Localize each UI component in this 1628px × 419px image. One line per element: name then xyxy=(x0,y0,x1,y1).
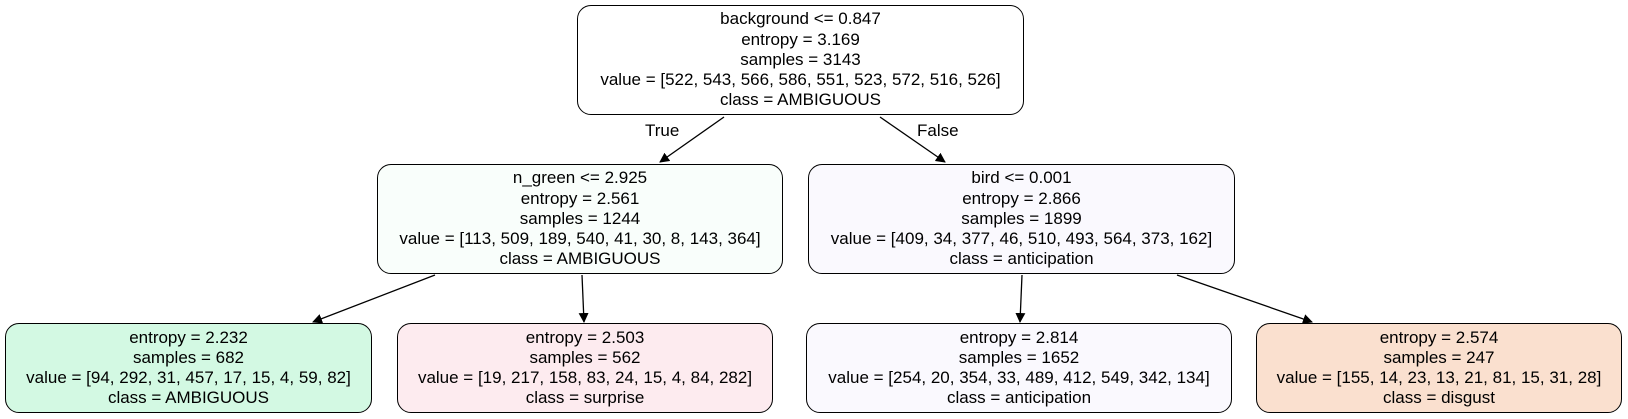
node-entropy: entropy = 2.574 xyxy=(1379,327,1499,347)
node-samples: samples = 1652 xyxy=(958,347,1080,367)
node-class: class = AMBIGUOUS xyxy=(499,249,661,269)
node-class: class = anticipation xyxy=(949,249,1094,269)
edge-label-false: False xyxy=(917,121,959,140)
tree-leaf-right-left: entropy = 2.814 samples = 1652 value = [… xyxy=(806,323,1232,413)
edge-left-leftleft xyxy=(312,274,436,324)
node-entropy: entropy = 2.561 xyxy=(520,188,640,208)
node-entropy: entropy = 2.232 xyxy=(129,327,248,347)
tree-leaf-right-right: entropy = 2.574 samples = 247 value = [1… xyxy=(1256,323,1622,413)
tree-leaf-left-left: entropy = 2.232 samples = 682 value = [9… xyxy=(5,323,372,413)
edge-left-leftright xyxy=(578,274,589,323)
node-value: value = [94, 292, 31, 457, 17, 15, 4, 59… xyxy=(26,368,351,387)
node-class: class = anticipation xyxy=(946,388,1092,408)
node-class: class = disgust xyxy=(1383,388,1495,408)
node-entropy: entropy = 2.503 xyxy=(525,327,645,347)
node-split: n_green <= 2.925 xyxy=(512,168,648,188)
node-value: value = [113, 509, 189, 540, 41, 30, 8, … xyxy=(399,229,761,249)
edge-right-rightleft xyxy=(1015,274,1026,323)
tree-node-left: n_green <= 2.925 entropy = 2.561 samples… xyxy=(377,164,783,274)
node-class: class = surprise xyxy=(525,388,645,408)
node-value: value = [522, 543, 566, 586, 551, 523, 5… xyxy=(600,70,1001,90)
tree-node-right: bird <= 0.001 entropy = 2.866 samples = … xyxy=(808,164,1235,274)
edge-right-rightright xyxy=(1176,274,1313,324)
edge-root-left xyxy=(659,116,725,163)
node-samples: samples = 1244 xyxy=(519,208,641,228)
node-value: value = [254, 20, 354, 33, 489, 412, 549… xyxy=(828,368,1210,387)
node-class: class = AMBIGUOUS xyxy=(107,388,270,408)
node-samples: samples = 247 xyxy=(1383,347,1495,367)
node-samples: samples = 1899 xyxy=(961,208,1082,228)
node-class: class = AMBIGUOUS xyxy=(719,90,882,110)
node-samples: samples = 562 xyxy=(529,347,641,367)
tree-node-root: background <= 0.847 entropy = 3.169 samp… xyxy=(577,5,1024,115)
node-entropy: entropy = 2.814 xyxy=(959,327,1079,347)
node-entropy: entropy = 2.866 xyxy=(962,188,1081,208)
node-samples: samples = 3143 xyxy=(740,49,861,69)
node-value: value = [155, 14, 23, 13, 21, 81, 15, 31… xyxy=(1276,368,1602,387)
edge-root-right xyxy=(879,116,946,163)
tree-leaf-left-right: entropy = 2.503 samples = 562 value = [1… xyxy=(397,323,773,413)
node-value: value = [19, 217, 158, 83, 24, 15, 4, 84… xyxy=(417,368,753,387)
node-value: value = [409, 34, 377, 46, 510, 493, 564… xyxy=(830,229,1213,249)
edge-label-true: True xyxy=(645,121,680,140)
node-split: bird <= 0.001 xyxy=(971,168,1072,188)
node-split: background <= 0.847 xyxy=(720,9,881,29)
node-samples: samples = 682 xyxy=(132,347,245,367)
node-entropy: entropy = 3.169 xyxy=(741,29,860,49)
